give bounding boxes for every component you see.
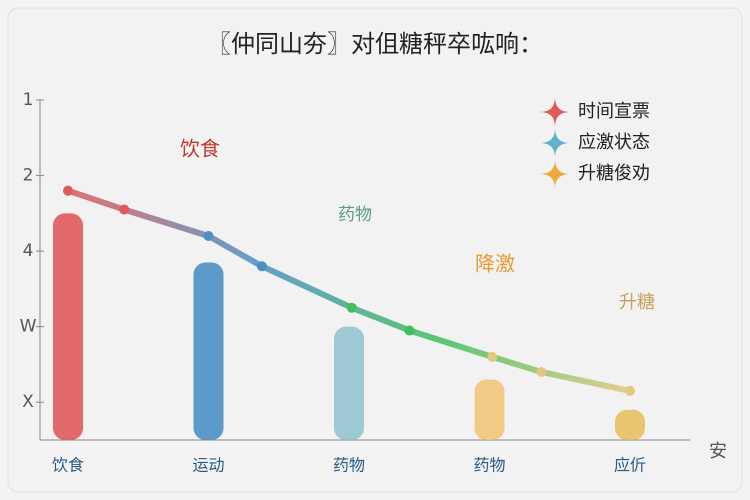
y-tick-label: W <box>20 317 37 337</box>
x-tick-label: 药物 <box>333 456 365 475</box>
trend-point <box>487 351 498 362</box>
trend-point <box>404 325 415 336</box>
legend-marker <box>540 159 570 189</box>
bar <box>334 326 364 440</box>
x-tick-label: 运动 <box>192 456 224 475</box>
annotation: 降激 <box>475 252 515 276</box>
annotation: 饮食 <box>180 137 220 161</box>
legend-marker <box>540 97 570 127</box>
x-tick-label: 药物 <box>473 456 505 475</box>
trend-point <box>346 302 357 313</box>
bar <box>53 213 83 440</box>
trend-point <box>536 367 547 377</box>
bar <box>474 379 505 440</box>
trend-point <box>256 261 267 272</box>
legend-marker <box>540 128 570 158</box>
x-axis-label: 安 <box>709 441 727 462</box>
y-tick-label: 1 <box>23 90 34 110</box>
panel <box>7 7 743 493</box>
chart-title: 〖仲同山夯〗对伹糖秤卒吰响： <box>207 30 543 58</box>
x-tick-label: 应伒 <box>614 456 646 475</box>
y-tick-label: X <box>22 392 34 412</box>
legend-label: 时间宣票 <box>578 101 650 122</box>
legend-label: 升糖俊劝 <box>578 163 650 184</box>
trend-point <box>119 204 130 215</box>
legend-label: 应激状态 <box>578 132 650 153</box>
bar <box>615 409 645 440</box>
trend-point <box>203 231 214 241</box>
y-tick-label: 2 <box>23 166 34 186</box>
trend-point <box>625 385 635 396</box>
annotation: 升糖 <box>619 292 655 313</box>
x-tick-label: 饮食 <box>52 456 84 475</box>
trend-point <box>63 185 73 196</box>
annotation: 药物 <box>338 205 372 225</box>
y-tick-label: 4 <box>23 241 34 261</box>
bar <box>193 262 224 440</box>
